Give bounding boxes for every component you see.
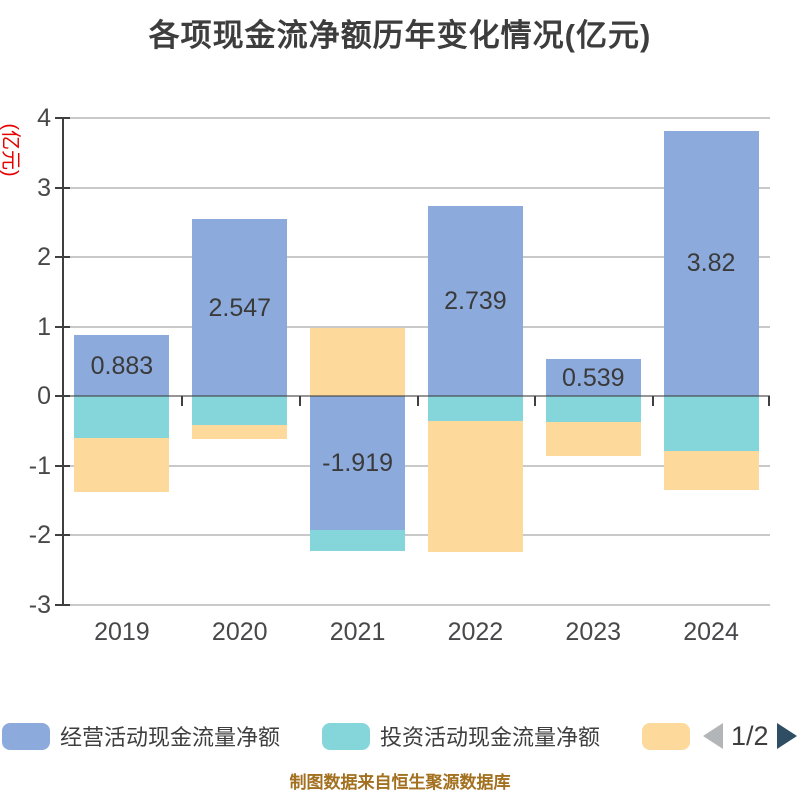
legend-item-financing-cashflow[interactable] — [642, 722, 691, 750]
y-tick-label-1: 1 — [37, 312, 51, 341]
bar-segment-2019-series1[interactable] — [74, 396, 170, 439]
legend: 经营活动现金流量净额 投资活动现金流量净额 1/2 — [0, 718, 800, 754]
x-tick-label-2019: 2019 — [94, 618, 150, 646]
bar-value-label-2020: 2.547 — [208, 293, 272, 322]
bar-value-label-2021: -1.919 — [322, 449, 394, 478]
bar-value-label-2022: 2.739 — [444, 287, 507, 315]
x-tick-label-2024: 2024 — [683, 618, 739, 646]
gridline-y-3 — [63, 186, 770, 189]
bar-segment-2023-series0[interactable] — [545, 358, 641, 397]
gridline-y-4 — [63, 117, 770, 119]
y-axis-tick--3 — [55, 604, 70, 606]
legend-item-operating-cashflow[interactable]: 经营活动现金流量净额 — [2, 720, 280, 752]
y-tick-label--2: -2 — [28, 521, 51, 550]
legend-pagination: 1/2 — [703, 721, 797, 752]
bar-segment-2022-series0[interactable] — [427, 205, 523, 397]
x-axis-tick — [652, 396, 655, 407]
y-tick-label-0: 0 — [37, 382, 51, 411]
bar-segment-2023-series1[interactable] — [545, 396, 641, 423]
legend-swatch-financing-cashflow — [642, 722, 691, 750]
y-axis-tick--1 — [55, 464, 70, 467]
legend-item-investing-cashflow[interactable]: 投资活动现金流量净额 — [322, 720, 600, 752]
gridline-y-1 — [63, 325, 770, 328]
y-axis-tick--2 — [55, 534, 70, 537]
legend-swatch-operating-cashflow — [2, 722, 50, 750]
bar-segment-2023-series2[interactable] — [545, 422, 641, 457]
y-tick-label-2: 2 — [37, 243, 51, 272]
y-tick-label-4: 4 — [37, 104, 51, 132]
bar-value-label-2019: 0.883 — [90, 351, 154, 380]
y-tick-label-3: 3 — [37, 173, 51, 202]
legend-swatch-investing-cashflow — [322, 722, 371, 750]
y-tick-label--1: -1 — [28, 451, 51, 480]
legend-page-indicator: 1/2 — [731, 720, 769, 751]
bar-segment-2021-series0[interactable] — [310, 396, 406, 530]
y-axis-tick-2 — [55, 256, 70, 259]
bar-segment-2019-series2[interactable] — [74, 438, 170, 492]
bar-segment-2022-series2[interactable] — [427, 421, 523, 553]
y-axis-tick-4 — [55, 117, 70, 119]
legend-label-investing-cashflow: 投资活动现金流量净额 — [380, 725, 601, 750]
y-tick-label--3: -3 — [28, 591, 51, 619]
plot-area: 0.883 2.547 -1.919 2.739 0.539 3.82 4 3 2 1 0 -1 -2 -… — [29, 104, 770, 646]
y-axis-tick-0 — [55, 395, 70, 398]
y-axis-tick-1 — [55, 325, 70, 328]
gridline-y--2 — [63, 534, 770, 537]
bar-segment-2019-series0[interactable] — [74, 334, 170, 397]
bar-segment-2021-series1[interactable] — [310, 529, 406, 551]
bar-segment-2024-series1[interactable] — [663, 396, 759, 451]
x-tick-label-2022: 2022 — [447, 618, 504, 646]
y-axis-line — [62, 118, 64, 606]
x-axis-tick — [180, 396, 183, 407]
bar-segment-2024-series2[interactable] — [663, 450, 759, 491]
x-tick-label-2020: 2020 — [211, 618, 268, 646]
bar-segment-2021-series2[interactable] — [310, 328, 406, 397]
y-axis-tick-3 — [55, 186, 70, 189]
legend-next-page-icon[interactable] — [776, 723, 797, 749]
bar-segment-2020-series0[interactable] — [192, 219, 288, 397]
gridline-y-2 — [63, 256, 770, 259]
legend-label-operating-cashflow: 经营活动现金流量净额 — [60, 725, 281, 750]
legend-prev-page-icon[interactable] — [703, 723, 724, 749]
x-axis-tick — [298, 396, 301, 407]
gridline-y--1 — [63, 464, 770, 467]
bar-value-label-2024: 3.82 — [686, 249, 736, 278]
gridline-y--3 — [63, 604, 770, 606]
x-axis-tick — [768, 396, 770, 407]
bar-segment-2020-series2[interactable] — [192, 424, 288, 439]
bar-segment-2024-series0[interactable] — [663, 130, 759, 397]
chart-title: 各项现金流净额历年变化情况(亿元) — [148, 18, 652, 53]
x-axis-tick — [416, 396, 419, 407]
bar-segment-2022-series1[interactable] — [427, 396, 523, 422]
x-tick-label-2023: 2023 — [565, 618, 622, 646]
data-source-note: 制图数据来自恒生聚源数据库 — [289, 773, 511, 792]
bar-segment-2020-series1[interactable] — [192, 396, 288, 425]
x-axis-tick — [534, 396, 537, 407]
x-tick-label-2021: 2021 — [329, 618, 386, 646]
bar-value-label-2023: 0.539 — [561, 363, 625, 392]
